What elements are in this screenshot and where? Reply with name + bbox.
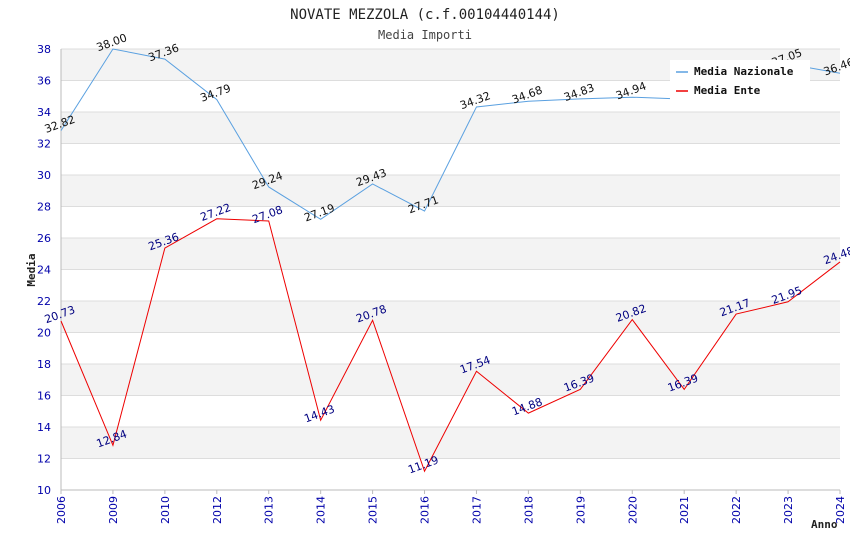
data-label: 34.94 [614, 79, 648, 102]
legend-label-media-ente: Media Ente [694, 84, 761, 97]
data-label: 14.88 [510, 395, 544, 418]
x-tick-label: 2024 [834, 496, 847, 524]
y-tick-label: 32 [37, 138, 51, 151]
y-tick-label: 22 [37, 295, 51, 308]
grid-band [61, 238, 840, 270]
y-tick-label: 28 [37, 201, 51, 214]
y-tick-label: 24 [37, 264, 51, 277]
grid-band [61, 427, 840, 459]
y-tick-label: 20 [37, 327, 51, 340]
grid-bands [61, 49, 840, 459]
x-tick-label: 2023 [782, 496, 795, 524]
y-axis-label: Media [25, 253, 38, 286]
x-tick-label: 2010 [159, 496, 172, 524]
x-tick-label: 2014 [315, 496, 328, 524]
grid-band [61, 112, 840, 144]
x-tick-label: 2006 [55, 496, 68, 524]
data-label: 14.43 [302, 402, 336, 425]
y-tick-label: 38 [37, 43, 51, 56]
legend-label-media-nazionale: Media Nazionale [694, 65, 794, 78]
y-tick-label: 18 [37, 358, 51, 371]
data-label: 34.68 [510, 84, 544, 107]
x-tick-label: 2018 [522, 496, 535, 524]
y-tick-label: 14 [37, 421, 51, 434]
x-tick-label: 2022 [730, 496, 743, 524]
y-tick-label: 16 [37, 390, 51, 403]
chart-title: NOVATE MEZZOLA (c.f.00104440144) [290, 7, 560, 23]
x-tick-label: 2015 [367, 496, 380, 524]
x-axis-label: Anno [811, 518, 838, 531]
x-tick-labels: 2006 2009 2010 2012 2013 2014 2015 2016 2017 2018… [55, 496, 847, 524]
axes [60, 49, 841, 494]
legend: Media Nazionale Media Ente [670, 60, 810, 102]
series-line-media-ente [60, 218, 841, 473]
x-tick-label: 2012 [211, 496, 224, 524]
x-tick-label: 2019 [574, 496, 587, 524]
y-tick-label: 36 [37, 75, 51, 88]
y-tick-label: 34 [37, 106, 51, 119]
y-tick-label: 12 [37, 453, 51, 466]
grid-band [61, 364, 840, 396]
grid-band [61, 301, 840, 333]
x-tick-label: 2016 [419, 496, 432, 524]
chart-subtitle: Media Importi [378, 28, 472, 42]
x-tick-label: 2021 [678, 496, 691, 524]
y-tick-label: 30 [37, 169, 51, 182]
y-tick-label: 10 [37, 484, 51, 497]
y-tick-labels: 10 12 14 16 18 20 22 24 26 28 30 32 34 36 38 [37, 43, 51, 497]
legend-box [670, 60, 810, 102]
grid-band [61, 175, 840, 207]
data-label: 34.83 [562, 81, 596, 104]
x-tick-label: 2017 [470, 496, 483, 524]
x-tick-label: 2009 [107, 496, 120, 524]
y-tick-label: 26 [37, 232, 51, 245]
x-tick-label: 2020 [626, 496, 639, 524]
x-tick-label: 2013 [263, 496, 276, 524]
data-label: 34.79 [199, 82, 233, 105]
